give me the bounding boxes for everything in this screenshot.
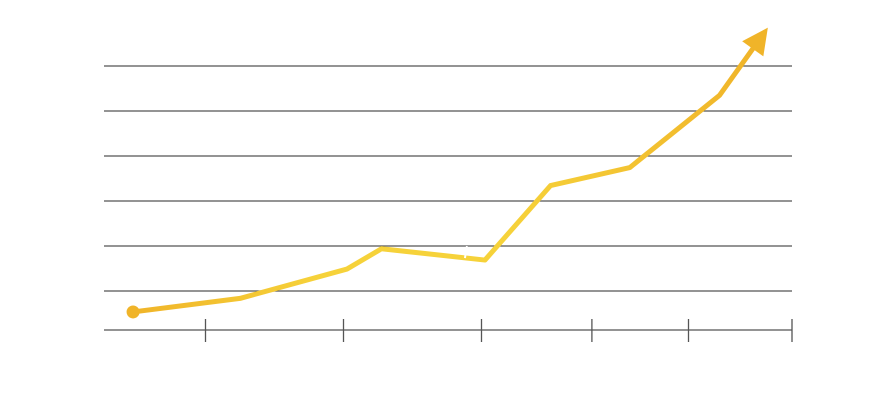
series-group	[126, 27, 768, 319]
x-axis	[104, 319, 793, 342]
series-arrow-head	[742, 27, 768, 57]
line-gap-mark	[463, 245, 468, 259]
series-start-marker	[126, 305, 140, 319]
gridlines	[104, 65, 792, 292]
series-line	[130, 43, 758, 315]
